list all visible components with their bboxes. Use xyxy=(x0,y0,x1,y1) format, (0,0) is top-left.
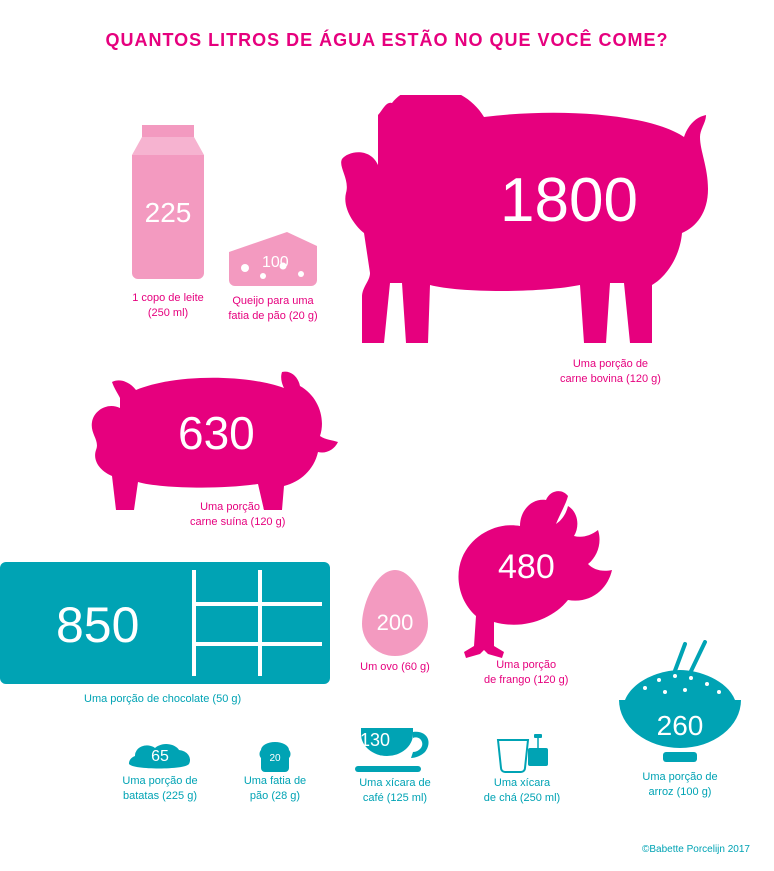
chicken-value: 480 xyxy=(498,548,555,587)
item-cow: 1800 Uma porção de carne bovina (120 g) xyxy=(340,95,740,360)
rice-label: Uma porção de arroz (100 g) xyxy=(610,770,750,800)
item-chicken: 480 Uma porção de frango (120 g) xyxy=(450,490,630,665)
page-title: QUANTOS LITROS DE ÁGUA ESTÃO NO QUE VOCÊ… xyxy=(0,30,774,51)
pig-value: 630 xyxy=(178,406,255,460)
potato-label: Uma porção de batatas (225 g) xyxy=(110,774,210,804)
rice-icon xyxy=(615,640,745,770)
tea-icon xyxy=(494,734,550,774)
cow-label: Uma porção de carne bovina (120 g) xyxy=(560,357,661,387)
item-potato: 65 Uma porção de batatas (225 g) xyxy=(110,736,210,804)
cheese-label: Queijo para uma fatia de pão (20 g) xyxy=(218,294,328,324)
potato-value: 65 xyxy=(110,748,210,766)
milk-label: 1 copo de leite (250 ml) xyxy=(118,291,218,321)
item-pig: 630 Uma porção de carne suína (120 g) xyxy=(90,370,350,525)
chocolate-label: Uma porção de chocolate (50 g) xyxy=(84,692,241,707)
coffee-value: 130 xyxy=(360,730,390,751)
egg-value: 200 xyxy=(350,610,440,636)
cheese-value: 100 xyxy=(262,254,289,272)
egg-label: Um ovo (60 g) xyxy=(350,660,440,675)
item-bread: 20 Uma fatia de pão (28 g) xyxy=(230,742,320,804)
pig-label: Uma porção de carne suína (120 g) xyxy=(190,500,285,530)
item-egg: 200 Um ovo (60 g) xyxy=(350,570,440,675)
item-rice: 260 Uma porção de arroz (100 g) xyxy=(610,640,750,800)
tea-label: Uma xícara de chá (250 ml) xyxy=(472,776,572,806)
chocolate-icon xyxy=(0,562,330,692)
milk-value: 225 xyxy=(118,197,218,229)
chocolate-value: 850 xyxy=(56,596,139,654)
coffee-label: Uma xícara de café (125 ml) xyxy=(340,776,450,806)
rice-value: 260 xyxy=(610,710,750,742)
item-tea: 30 Uma xícara de chá (250 ml) xyxy=(472,734,572,806)
item-milk: 225 1 copo de leite (250 ml) xyxy=(118,125,218,321)
bread-value: 20 xyxy=(230,753,320,764)
tea-value: 30 xyxy=(508,752,519,763)
bread-label: Uma fatia de pão (28 g) xyxy=(230,774,320,804)
chicken-label: Uma porção de frango (120 g) xyxy=(484,658,568,688)
item-coffee: 130 Uma xícara de café (125 ml) xyxy=(340,724,450,806)
copyright: ©Babette Porcelijn 2017 xyxy=(642,844,750,855)
cow-value: 1800 xyxy=(500,165,638,236)
item-cheese: 100 Queijo para uma fatia de pão (20 g) xyxy=(218,232,328,324)
item-chocolate: 850 Uma porção de chocolate (50 g) xyxy=(0,562,330,697)
